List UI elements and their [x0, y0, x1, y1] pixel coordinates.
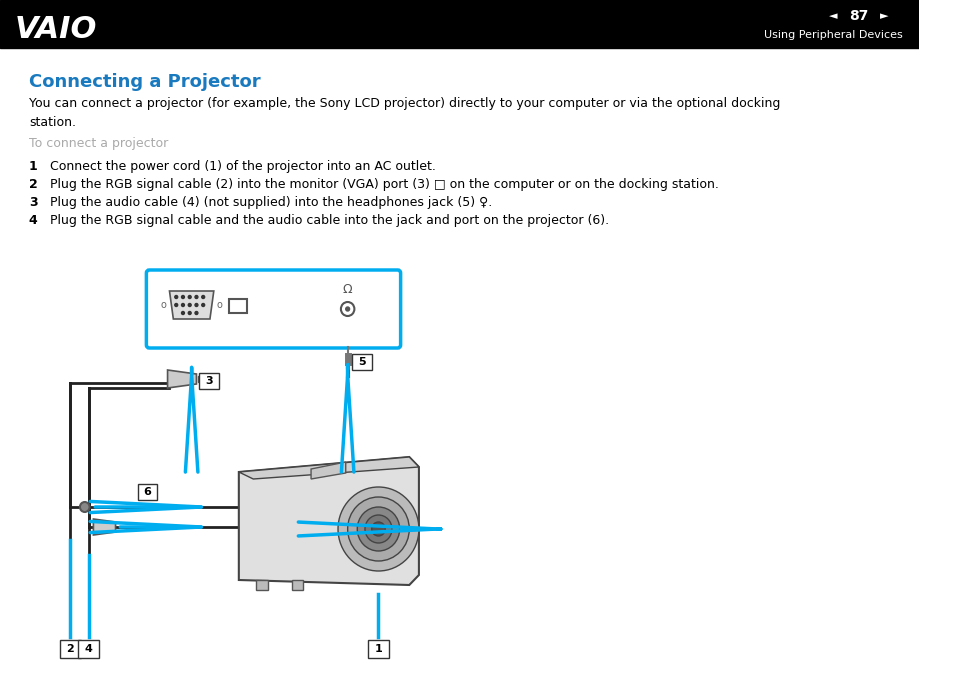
Text: 1: 1 [375, 644, 382, 654]
Polygon shape [168, 370, 196, 388]
Bar [256, 580, 268, 590]
Circle shape [365, 515, 392, 543]
Circle shape [80, 502, 90, 512]
Text: ►: ► [880, 11, 888, 21]
Bar [229, 299, 246, 313]
Circle shape [345, 307, 349, 311]
Text: 1: 1 [29, 160, 37, 173]
Circle shape [340, 302, 354, 316]
Bar [78, 640, 99, 658]
Circle shape [188, 295, 191, 299]
Polygon shape [238, 457, 418, 585]
Polygon shape [93, 519, 115, 535]
Text: You can connect a projector (for example, the Sony LCD projector) directly to yo: You can connect a projector (for example… [29, 97, 780, 129]
Text: Plug the RGB signal cable and the audio cable into the jack and port on the proj: Plug the RGB signal cable and the audio … [50, 214, 609, 227]
Circle shape [372, 522, 385, 536]
Text: 4: 4 [85, 644, 92, 654]
Circle shape [181, 295, 184, 299]
Bar [200, 376, 202, 382]
Circle shape [174, 303, 177, 307]
Bar [292, 580, 303, 590]
Text: 4: 4 [29, 214, 37, 227]
Circle shape [194, 303, 197, 307]
Circle shape [181, 311, 184, 315]
FancyBboxPatch shape [146, 270, 400, 348]
Text: To connect a projector: To connect a projector [29, 137, 168, 150]
Bar [198, 376, 200, 382]
Text: ◄: ◄ [828, 11, 837, 21]
Circle shape [347, 497, 409, 561]
Circle shape [188, 311, 191, 315]
Circle shape [188, 303, 191, 307]
Circle shape [194, 311, 197, 315]
Text: 87: 87 [848, 9, 868, 23]
Bar [368, 640, 389, 658]
Bar [202, 376, 204, 382]
Text: 2: 2 [29, 178, 37, 191]
Polygon shape [238, 457, 418, 479]
Text: Plug the RGB signal cable (2) into the monitor (VGA) port (3) □ on the computer : Plug the RGB signal cable (2) into the m… [50, 178, 719, 191]
Polygon shape [311, 462, 345, 479]
Text: 2: 2 [67, 644, 74, 654]
Text: Connecting a Projector: Connecting a Projector [29, 73, 260, 91]
Text: VAIO: VAIO [14, 16, 96, 44]
Text: o: o [161, 300, 167, 310]
Polygon shape [170, 291, 213, 319]
Circle shape [194, 295, 197, 299]
Circle shape [337, 487, 418, 571]
Text: 6: 6 [143, 487, 152, 497]
Text: 5: 5 [358, 357, 366, 367]
Text: 3: 3 [29, 196, 37, 209]
Text: 3: 3 [205, 376, 213, 386]
Circle shape [201, 303, 205, 307]
Bar [199, 373, 218, 389]
Circle shape [357, 507, 399, 551]
Circle shape [174, 295, 177, 299]
Bar [352, 354, 372, 370]
Circle shape [181, 303, 184, 307]
Text: Ω: Ω [342, 283, 352, 296]
Circle shape [201, 295, 205, 299]
Text: Connect the power cord (1) of the projector into an AC outlet.: Connect the power cord (1) of the projec… [50, 160, 436, 173]
Bar [137, 484, 157, 500]
Text: Using Peripheral Devices: Using Peripheral Devices [762, 30, 902, 40]
Bar [0, 0, 918, 48]
Text: Plug the audio cable (4) (not supplied) into the headphones jack (5) ♀.: Plug the audio cable (4) (not supplied) … [50, 196, 492, 209]
Bar [60, 640, 81, 658]
Text: o: o [216, 300, 222, 310]
